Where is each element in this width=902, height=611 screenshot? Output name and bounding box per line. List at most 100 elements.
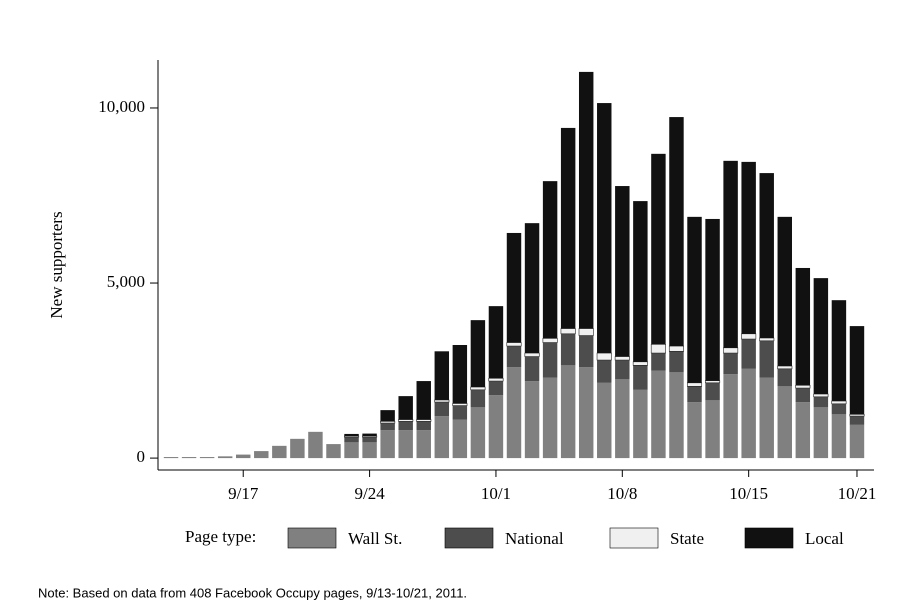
y-axis-label: New supporters [47,211,66,318]
bar-segment [416,421,431,431]
bar-segment [452,419,468,459]
bar-segment [272,445,287,459]
bar-segment [686,382,703,387]
legend-swatch [609,527,659,549]
legend-label: National [505,529,564,548]
bar-segment [398,421,413,431]
legend-label: State [670,529,704,548]
bar-segment [398,430,413,459]
bar-segment [849,326,865,415]
bar-segment [615,186,630,357]
bar-segment [578,335,594,368]
bar-segment [651,353,666,371]
bar-segment [723,353,738,375]
bar-segment [344,442,359,459]
bar-segment [614,356,630,361]
bar-segment [524,352,540,357]
bar-segment [542,342,558,378]
bar-segment [506,367,522,459]
bar-segment [777,216,792,367]
x-tick-label: 10/8 [607,484,637,503]
bar-segment [795,384,811,389]
bar-segment [849,416,865,425]
bar-segment [344,437,359,443]
bar-segment [795,388,811,403]
bar-segment [362,442,377,459]
bar-segment [470,389,486,408]
bar-segment [831,300,847,402]
bar-segment [362,437,377,443]
bar-segment [759,340,774,378]
x-tick-label: 10/15 [729,484,768,503]
bar-segment [741,368,756,459]
bar-segment [597,103,612,354]
bar-segment [434,416,450,459]
bar-segment [506,342,522,347]
bar-segment [434,399,450,403]
bar-segment [650,344,666,354]
bar-segment [759,337,775,342]
bar-segment [633,365,648,390]
bar-segment [434,402,450,417]
note: Note: Based on data from 408 Facebook Oc… [38,585,467,600]
bar-segment [488,377,504,382]
bar-segment [578,71,594,329]
bar-segment [488,306,504,379]
bar-segment [723,160,738,348]
bar-segment [633,201,648,362]
bar-segment [398,396,413,420]
bar-segment [560,365,576,459]
bar-segment [849,424,865,459]
bar-segment [741,161,756,334]
bar-segment [254,451,269,459]
bar-segment [795,402,811,459]
bar-segment [380,430,395,459]
bar-segment [524,356,540,382]
bar-segment [326,444,341,459]
bar-segment [560,333,576,366]
x-tick-label: 10/1 [481,484,511,503]
bar-segment [506,346,522,368]
bar-segment [452,405,468,420]
bar-segment [777,386,792,459]
bar-segment [542,181,558,339]
bar-segment [831,400,847,405]
bar-segment [416,430,431,459]
bar-segment [344,433,359,437]
bar-segment [777,365,793,370]
bar-segment [416,381,431,420]
bar-segment [560,328,576,335]
bar-segment [597,382,612,459]
bar-segment [705,400,720,459]
bar-segment [488,395,504,459]
x-tick-label: 9/17 [228,484,259,503]
bar-segment [597,360,612,383]
y-tick-label: 10,000 [98,97,145,116]
bar-segment [705,218,720,381]
bar-segment [380,410,395,422]
bar-segment [687,216,702,383]
bar-segment [723,347,739,354]
bar-segment [524,223,540,354]
bar-segment [651,153,666,345]
bar-segment [741,333,757,340]
bar-segment [542,338,558,343]
bar-segment [813,393,829,398]
bar-segment [290,438,305,459]
bar-segment [578,328,594,336]
bar-segment [668,345,684,352]
bar-segment [615,379,630,459]
bar-segment [687,402,702,459]
bar-segment [759,173,774,339]
bar-segment [813,278,829,395]
bar-segment [181,457,197,459]
bar-segment [651,370,666,459]
legend-label: Wall St. [348,529,402,548]
legend-title: Page type: [185,527,256,546]
bar-segment [506,232,522,343]
bar-segment [488,381,504,396]
bar-segment [813,396,829,408]
bar-segment [362,433,377,437]
legend-swatch [444,527,494,549]
